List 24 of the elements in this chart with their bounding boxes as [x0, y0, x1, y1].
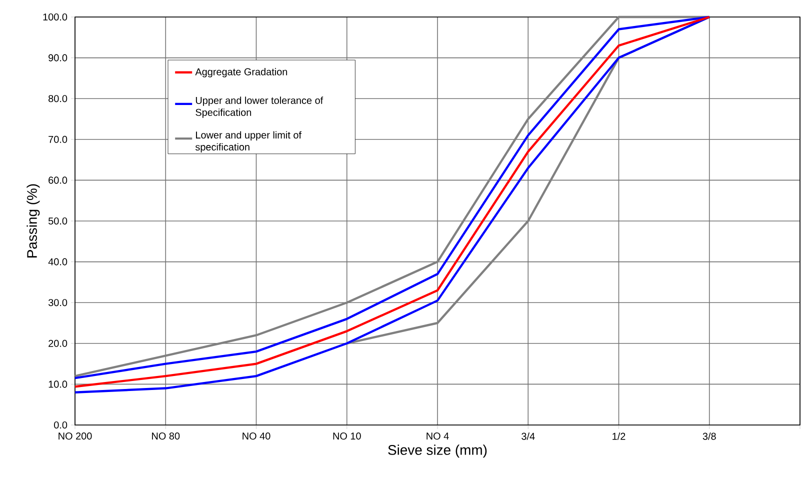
- x-tick-label: 3/4: [522, 432, 535, 440]
- y-tick-label: 20.0: [48, 340, 68, 347]
- x-tick-label: NO 4: [426, 432, 449, 440]
- y-tick-label: 0.0: [54, 421, 68, 429]
- y-tick-label: 30.0: [48, 299, 68, 306]
- y-tick-label: 80.0: [48, 95, 68, 102]
- x-tick-label: 1/2: [612, 432, 626, 440]
- legend-label: Lower and upper limit of specification: [195, 131, 302, 152]
- y-tick-label: 70.0: [48, 136, 68, 143]
- legend-label: Aggregate Gradation: [195, 68, 288, 78]
- y-tick-label: 40.0: [48, 258, 68, 266]
- x-axis-title: Sieve size (mm): [388, 444, 487, 458]
- x-tick-label: NO 10: [333, 432, 361, 440]
- y-tick-label: 100.0: [43, 13, 68, 21]
- x-tick-label: NO 80: [152, 432, 180, 440]
- y-tick-label: 90.0: [48, 54, 68, 62]
- x-tick-label: 3/8: [702, 432, 716, 440]
- x-tick-label: NO 40: [242, 432, 270, 440]
- y-tick-label: 10.0: [48, 380, 68, 388]
- y-tick-label: 50.0: [48, 217, 68, 225]
- y-tick-label: 60.0: [48, 176, 68, 184]
- legend-label: Upper and lower tolerance of Specification: [196, 96, 324, 118]
- x-tick-label: NO 200: [58, 432, 92, 440]
- y-axis-title: Passing (%): [26, 184, 40, 258]
